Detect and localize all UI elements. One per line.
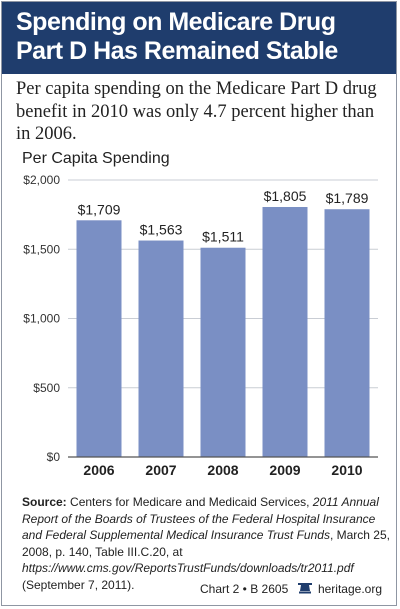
chart-area: $0 $500 $1,000 $1,500 $2,000 $1,709 2006 $1,563… [2,2,400,482]
header-banner: Spending on Medicare Drug Part D Has Rem… [2,2,396,74]
title-line-2: Part D Has Remained Stable [16,37,338,65]
bar [200,247,246,457]
bar-value-label: $1,709 [78,201,121,217]
x-tick-label: 2007 [145,462,176,478]
bar [138,240,184,457]
site-name: heritage.org [317,582,382,596]
footer: Chart 2 • B 2605 heritage.org [200,582,382,596]
chart-title: Per Capita Spending [22,150,170,167]
source-url: https://www.cms.gov/ReportsTrustFunds/do… [22,561,354,575]
x-tick-label: 2009 [269,462,300,478]
chart-id: Chart 2 • B 2605 [200,582,289,596]
page-title: Spending on Medicare Drug Part D Has Rem… [16,8,386,66]
bar [262,207,308,457]
source-text-1: Centers for Medicare and Medicaid Servic… [66,495,313,509]
y-tick-label: $500 [33,381,60,395]
bar [76,220,122,457]
bar-value-label: $1,789 [326,190,369,206]
bar-chart: $0 $500 $1,000 $1,500 $2,000 $1,709 2006 $1,563… [23,173,378,478]
subtitle: Per capita spending on the Medicare Part… [16,79,377,144]
y-tick-label: $0 [47,450,61,464]
source-text-2: , March 25, 2008, p. 140, Table III.C.20… [22,528,390,559]
source-text-3: (September 7, 2011). [22,577,135,592]
source-note: Source: Centers for Medicare and Medicai… [22,494,392,593]
y-tick-label: $1,500 [23,242,60,256]
bar [324,209,370,457]
y-tick-label: $1,000 [23,312,60,326]
x-tick-label: 2008 [207,462,238,478]
x-tick-label: 2010 [331,462,362,478]
source-report-title: 2011 Annual Report of the Boards of Trus… [22,495,379,542]
y-tick-label: $2,000 [23,173,60,187]
bar-value-label: $1,511 [202,229,244,245]
bar-value-label: $1,563 [140,222,183,238]
title-line-1: Spending on Medicare Drug [16,8,336,36]
x-tick-label: 2006 [83,462,114,478]
liberty-bell-icon [297,583,312,594]
source-lead: Source: [22,495,67,509]
bar-value-label: $1,805 [264,188,307,204]
